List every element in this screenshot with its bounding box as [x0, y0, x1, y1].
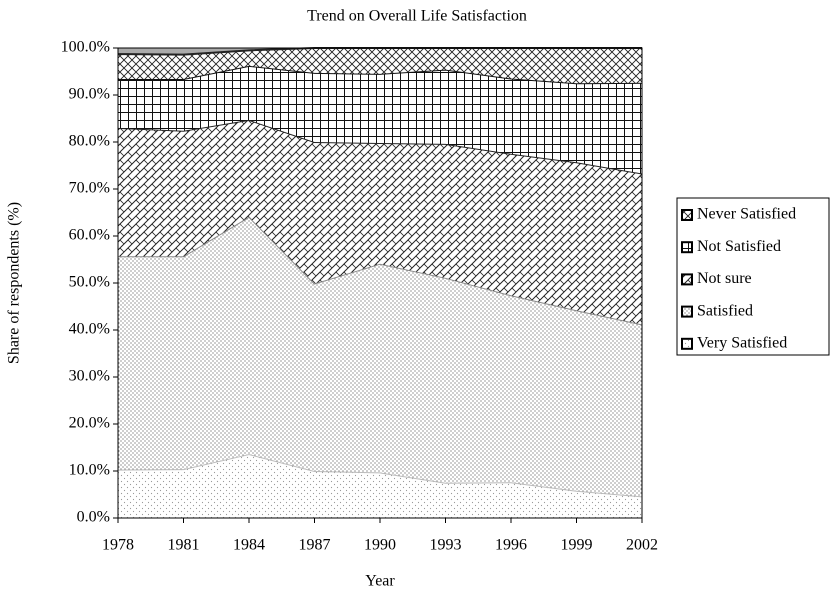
legend-swatch — [681, 241, 693, 254]
y-tick-label: 0.0% — [77, 509, 110, 526]
y-tick-label: 10.0% — [69, 462, 110, 479]
y-tick-label: 60.0% — [69, 227, 110, 244]
area — [118, 216, 642, 497]
area — [118, 65, 642, 174]
y-tick-label: 90.0% — [69, 86, 110, 103]
legend-swatch — [681, 305, 693, 318]
y-tick-label: 70.0% — [69, 180, 110, 197]
legend-label: Satisfied — [697, 302, 753, 319]
y-tick-label: 100.0% — [61, 39, 110, 56]
area — [118, 454, 642, 518]
legend-label: Very Satisfied — [697, 334, 787, 351]
legend-box — [676, 197, 830, 356]
areas — [117, 47, 643, 518]
area — [118, 48, 642, 84]
legend-swatch — [681, 209, 693, 221]
x-tick-label: 2002 — [626, 537, 658, 554]
x-tick-label: 1987 — [299, 537, 331, 554]
y-axis-title: Share of respondents (%) — [6, 202, 23, 364]
x-tick-label: 1999 — [561, 537, 593, 554]
x-axis-title: Year — [365, 573, 395, 590]
x-tick-label: 1984 — [233, 537, 265, 554]
y-tick-label: 80.0% — [69, 133, 110, 150]
x-tick-label: 1978 — [102, 537, 134, 554]
y-tick-label: 50.0% — [69, 274, 110, 291]
y-tick-label: 20.0% — [69, 415, 110, 432]
chart-title: Trend on Overall Life Satisfaction — [307, 8, 527, 25]
legend-swatch — [681, 337, 693, 350]
area — [118, 119, 642, 325]
x-tick-label: 1996 — [495, 537, 527, 554]
x-tick-label: 1990 — [364, 537, 396, 554]
legend-swatch — [681, 273, 693, 286]
x-tick-label: 1981 — [168, 537, 200, 554]
axes: 0.0% 10.0% 20.0% 30.0% 40.0% 50.0% 60.0% 70.0% 8… — [61, 39, 658, 554]
x-tick-label: 1993 — [430, 537, 462, 554]
y-tick-label: 30.0% — [69, 368, 110, 385]
legend-label: Not Satisfied — [697, 238, 781, 255]
legend-label: Never Satisfied — [697, 206, 796, 223]
legend-label: Not sure — [697, 270, 752, 287]
legend: Never Satisfied Not Satisfied Not sure Sati… — [681, 206, 796, 351]
y-tick-label: 40.0% — [69, 321, 110, 338]
